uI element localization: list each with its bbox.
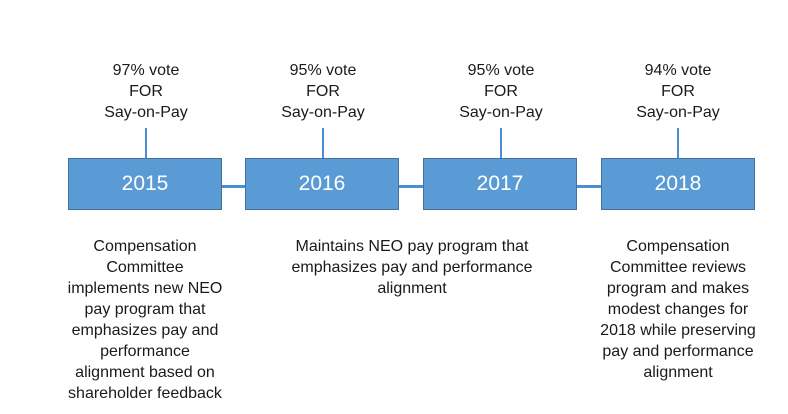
vote-topic: Say-on-Pay: [636, 104, 720, 121]
year-box-2018: 2018: [601, 158, 755, 210]
connector-2015-2016: [222, 185, 248, 188]
description-line: performance: [100, 343, 190, 360]
year-box-2017: 2017: [423, 158, 577, 210]
description-line: alignment: [377, 280, 447, 297]
vote-label-2017: 95% vote FOR Say-on-Pay: [431, 60, 571, 123]
vote-percent: 94% vote: [644, 62, 712, 79]
description-2015: Compensation Committee implements new NE…: [45, 236, 245, 404]
description-line: program and makes: [606, 280, 750, 297]
description-line: emphasizes pay and performance: [291, 259, 533, 276]
vote-topic: Say-on-Pay: [104, 104, 188, 121]
description-line: Maintains NEO pay program that: [295, 238, 529, 255]
vote-percent: 95% vote: [289, 62, 357, 79]
connector-2017-2018: [577, 185, 603, 188]
vote-percent: 95% vote: [467, 62, 535, 79]
tick-line-2015: [145, 128, 147, 158]
description-line: Committee: [106, 259, 184, 276]
vote-for: FOR: [661, 83, 695, 100]
description-line: alignment based on: [75, 364, 215, 381]
description-line: emphasizes pay and: [71, 322, 219, 339]
tick-line-2018: [677, 128, 679, 158]
connector-2016-2017: [399, 185, 425, 188]
description-line: Compensation: [93, 238, 197, 255]
description-line: pay program that: [84, 301, 206, 318]
vote-label-2018: 94% vote FOR Say-on-Pay: [608, 60, 748, 123]
vote-topic: Say-on-Pay: [281, 104, 365, 121]
description-line: Compensation: [626, 238, 730, 255]
vote-topic: Say-on-Pay: [459, 104, 543, 121]
description-line: implements new NEO: [67, 280, 223, 297]
description-2018: Compensation Committee reviews program a…: [578, 236, 778, 383]
tick-line-2016: [322, 128, 324, 158]
vote-for: FOR: [306, 83, 340, 100]
vote-label-2016: 95% vote FOR Say-on-Pay: [253, 60, 393, 123]
description-line: pay and performance: [602, 343, 754, 360]
description-line: alignment: [643, 364, 713, 381]
vote-for: FOR: [484, 83, 518, 100]
description-line: modest changes for: [607, 301, 749, 318]
description-line: shareholder feedback: [68, 385, 222, 402]
description-2016-2017: Maintains NEO pay program that emphasize…: [262, 236, 562, 299]
vote-for: FOR: [129, 83, 163, 100]
tick-line-2017: [500, 128, 502, 158]
year-box-2016: 2016: [245, 158, 399, 210]
vote-percent: 97% vote: [112, 62, 180, 79]
year-box-2015: 2015: [68, 158, 222, 210]
description-line: 2018 while preserving: [600, 322, 756, 339]
description-line: Committee reviews: [609, 259, 747, 276]
vote-label-2015: 97% vote FOR Say-on-Pay: [76, 60, 216, 123]
